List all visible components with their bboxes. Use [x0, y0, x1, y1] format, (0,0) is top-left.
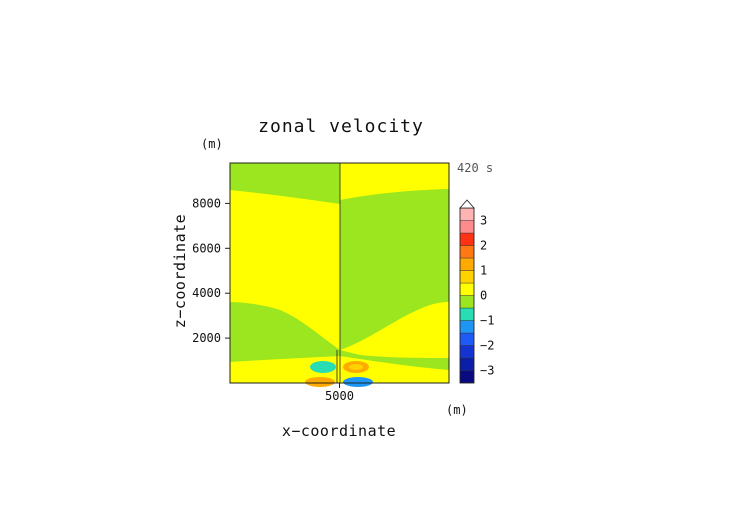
x-axis-label: x−coordinate — [281, 422, 397, 440]
x-unit-label: (m) — [446, 403, 468, 417]
y-tick-label: 2000 — [192, 331, 221, 345]
colorbar-level — [459, 370, 475, 384]
colorbar: 3 2 1 0 −1 −2 −3 — [459, 199, 494, 384]
axes: 2000 4000 6000 8000 5000 — [192, 196, 354, 403]
colorbar-tick-label: −2 — [480, 339, 494, 353]
colorbar-level — [459, 307, 475, 321]
contour-region-right-top-positive — [340, 163, 449, 200]
colorbar-level — [459, 232, 475, 246]
contour-field — [230, 163, 449, 387]
y-tick-label: 4000 — [192, 286, 221, 300]
contour-blob-negative-left — [310, 361, 336, 373]
colorbar-level — [459, 245, 475, 259]
time-label: 420 s — [457, 161, 494, 175]
x-tick-label: 5000 — [325, 389, 354, 403]
contour-blob-positive-right-inner — [349, 364, 363, 370]
colorbar-tick-label: 2 — [480, 239, 487, 253]
colorbar-level — [459, 220, 475, 234]
y-tick-label: 6000 — [192, 241, 221, 255]
contour-region-bottom-positive — [230, 356, 449, 383]
colorbar-level — [459, 270, 475, 284]
colorbar-tick-label: 3 — [480, 214, 487, 228]
colorbar-level — [459, 295, 475, 309]
colorbar-level — [459, 345, 475, 359]
contour-blob-positive-bottom-left — [305, 377, 335, 387]
contour-region-right-lower-positive — [340, 302, 449, 358]
colorbar-extend-max — [459, 199, 475, 209]
colorbar-level — [459, 357, 475, 371]
colorbar-level — [459, 257, 475, 271]
y-tick-label: 8000 — [192, 196, 221, 210]
colorbar-tick-label: 0 — [480, 289, 487, 303]
colorbar-level — [459, 320, 475, 334]
colorbar-level — [459, 282, 475, 296]
colorbar-tick-label: −3 — [480, 364, 494, 378]
contour-region-left-positive — [230, 190, 340, 350]
colorbar-level — [459, 207, 475, 221]
colorbar-tick-label: −1 — [480, 314, 494, 328]
colorbar-level — [459, 332, 475, 346]
chart-title: zonal velocity — [258, 116, 424, 137]
contour-blob-negative-bottom-right — [343, 377, 373, 387]
colorbar-tick-label: 1 — [480, 264, 487, 278]
z-unit-label: (m) — [201, 137, 223, 151]
